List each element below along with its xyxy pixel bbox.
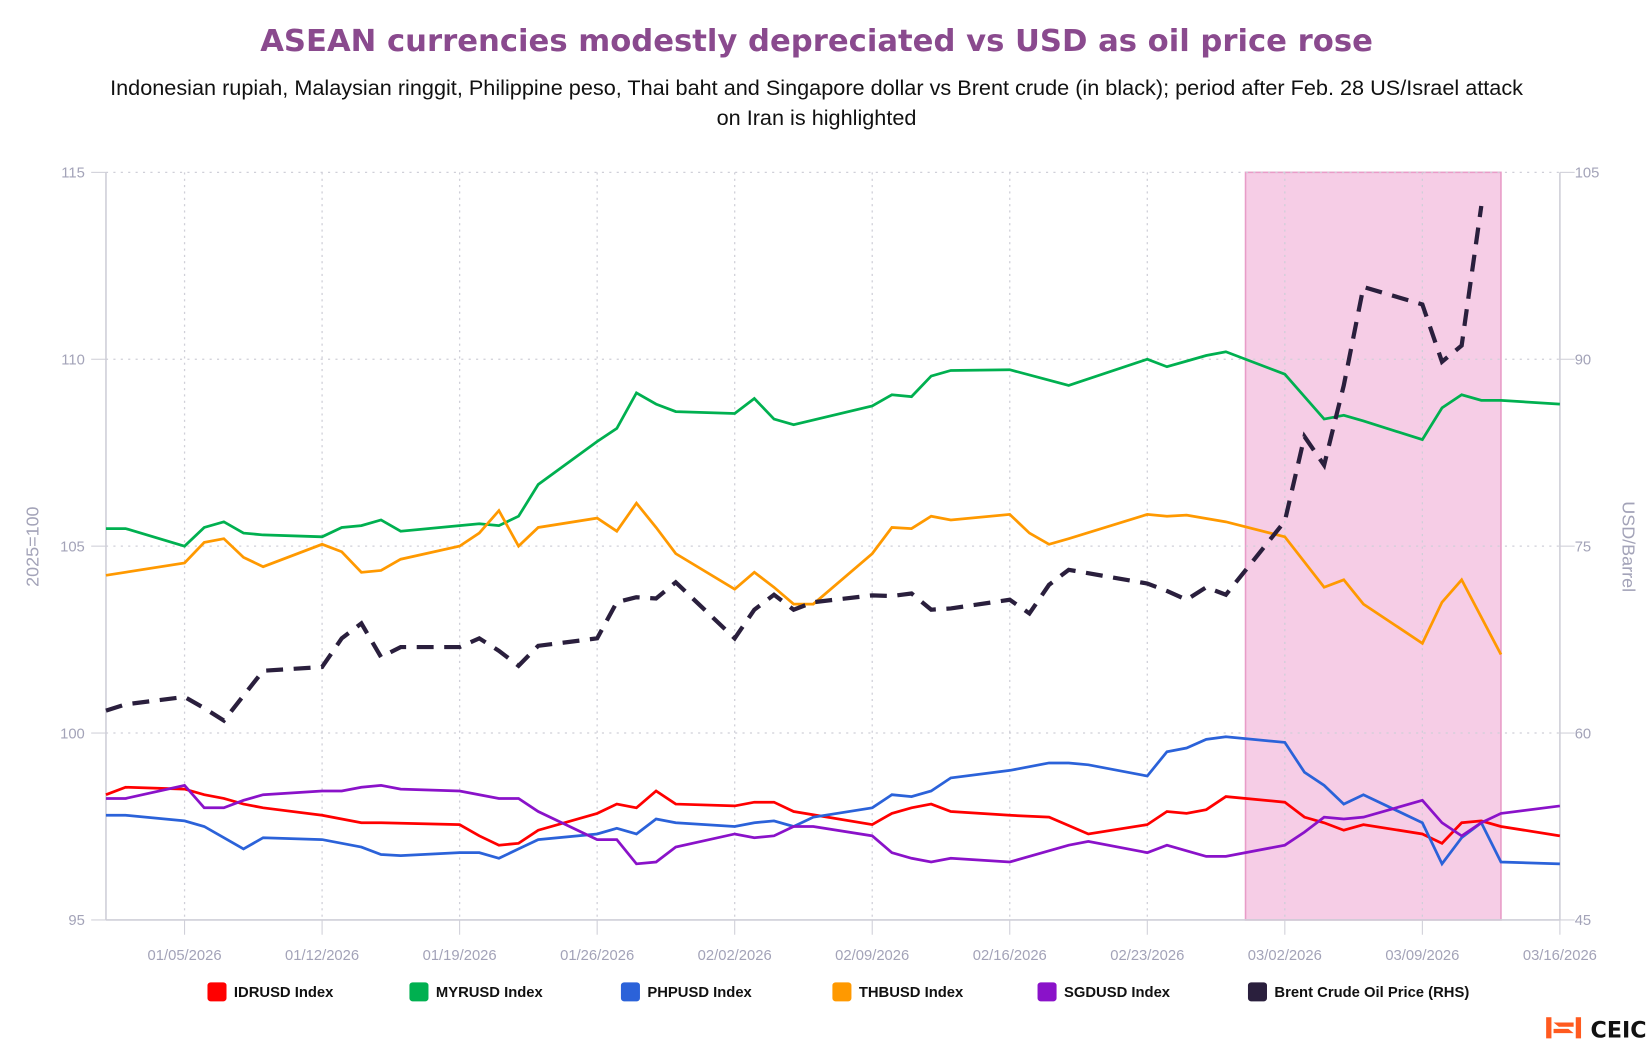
y-left-tick-label: 95: [68, 913, 84, 929]
y-axis-right-label: USD/Barrel: [1618, 501, 1638, 592]
legend-label-thbusd: THBUSD Index: [859, 985, 964, 1001]
x-tick-label: 02/09/2026: [835, 948, 909, 964]
x-tick-label: 02/16/2026: [973, 948, 1047, 964]
legend-label-myrusd: MYRUSD Index: [436, 985, 544, 1001]
x-tick-label: 02/02/2026: [698, 948, 772, 964]
x-tick-label: 02/23/2026: [1110, 948, 1184, 964]
x-tick-label: 01/12/2026: [285, 948, 359, 964]
x-tick-label: 01/05/2026: [148, 948, 222, 964]
legend-swatch-sgdusd: [1037, 982, 1057, 1002]
legend-swatch-brent: [1247, 982, 1267, 1002]
y-right-tick-label: 90: [1575, 353, 1591, 369]
y-axis-left-label: 2025=100: [22, 506, 42, 586]
x-tick-label: 01/26/2026: [560, 948, 634, 964]
y-left-tick-label: 105: [60, 539, 85, 555]
x-tick-label: 01/19/2026: [423, 948, 497, 964]
legend-swatch-phpusd: [620, 982, 640, 1002]
ceic-logo: CEIC: [1546, 1017, 1647, 1043]
y-right-tick-label: 60: [1575, 726, 1591, 742]
ceic-logo-text: CEIC: [1591, 1017, 1647, 1043]
y-right-tick-label: 105: [1575, 166, 1600, 182]
legend-label-idrusd: IDRUSD Index: [234, 985, 334, 1001]
y-right-tick-label: 75: [1575, 539, 1591, 555]
y-right-tick-label: 45: [1575, 913, 1591, 929]
x-tick-label: 03/09/2026: [1385, 948, 1459, 964]
legend-swatch-myrusd: [409, 982, 429, 1002]
chart-title: ASEAN currencies modestly depreciated vs…: [260, 24, 1373, 59]
series-line-phpusd: [105, 735, 1560, 867]
legend-swatch-idrusd: [207, 982, 227, 1002]
y-left-tick-label: 100: [60, 726, 85, 742]
y-left-tick-label: 110: [61, 353, 85, 369]
legend: IDRUSD Index MYRUSD Index PHPUSD Index THBU…: [207, 982, 1469, 1002]
y-left-tick-label: 115: [61, 166, 85, 182]
x-tick-label: 03/02/2026: [1248, 948, 1322, 964]
legend-label-sgdusd: SGDUSD Index: [1064, 985, 1171, 1001]
legend-label-brent: Brent Crude Oil Price (RHS): [1274, 985, 1469, 1001]
legend-label-phpusd: PHPUSD Index: [647, 985, 752, 1001]
legend-swatch-thbusd: [832, 982, 852, 1002]
series-line-brent: [105, 205, 1484, 724]
x-tick-label: 03/16/2026: [1523, 948, 1597, 964]
chart-subtitle-line-2: on Iran is highlighted: [717, 105, 917, 130]
chart-subtitle-line-1: Indonesian rupiah, Malaysian ringgit, Ph…: [110, 75, 1523, 100]
series-line-myrusd: [105, 350, 1560, 548]
